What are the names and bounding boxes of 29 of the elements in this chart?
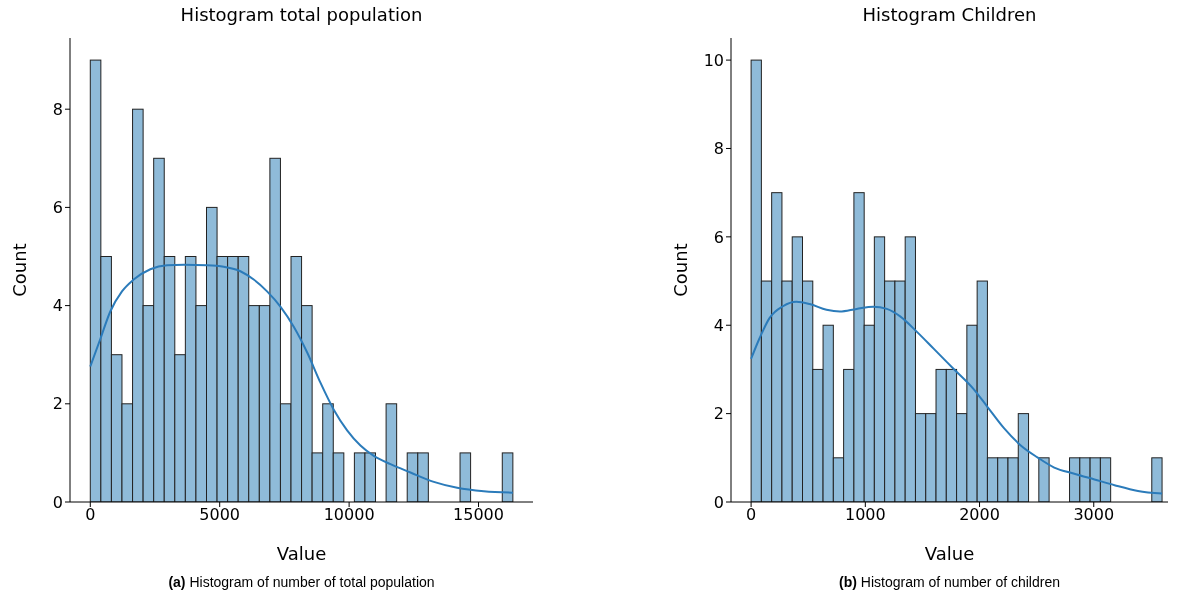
text: (b) Histogram of number of children: [839, 574, 1060, 590]
x-axis-title: Value: [276, 543, 327, 564]
chart-title: Histogram Children: [861, 4, 1038, 25]
y-tick-label: 8: [713, 139, 724, 159]
x-tick-label: 0: [85, 505, 96, 525]
y-tick-label: 6: [713, 227, 724, 247]
x-tick-label: 0: [746, 505, 757, 525]
x-tick-label: 10000: [323, 505, 375, 525]
line-series: [89, 263, 514, 494]
x-axis-title: Value: [924, 543, 975, 564]
y-tick-label: 2: [52, 394, 63, 414]
x-tick-label: 5000: [199, 505, 241, 525]
x-tick-label: 2000: [959, 505, 1000, 525]
y-tick-label: 0: [52, 492, 63, 512]
x-tick-label: 15000: [453, 505, 504, 525]
chart-title: Histogram total population: [179, 4, 424, 25]
y-tick-label: 6: [52, 198, 63, 218]
y-axis-title: Count: [670, 243, 692, 297]
line-series: [750, 300, 1164, 495]
y-tick-label: 0: [713, 492, 724, 512]
y-tick-label: 2: [713, 404, 724, 424]
y-tick-label: 8: [52, 99, 63, 119]
x-tick-label: 3000: [1073, 505, 1115, 525]
y-axis-title: Count: [9, 243, 31, 297]
y-tick-label: 10: [703, 50, 724, 70]
y-tick-label: 4: [713, 315, 724, 335]
y-tick-label: 4: [52, 296, 63, 316]
text: (a) Histogram of number of total population: [168, 574, 435, 590]
x-tick-label: 1000: [844, 505, 886, 525]
